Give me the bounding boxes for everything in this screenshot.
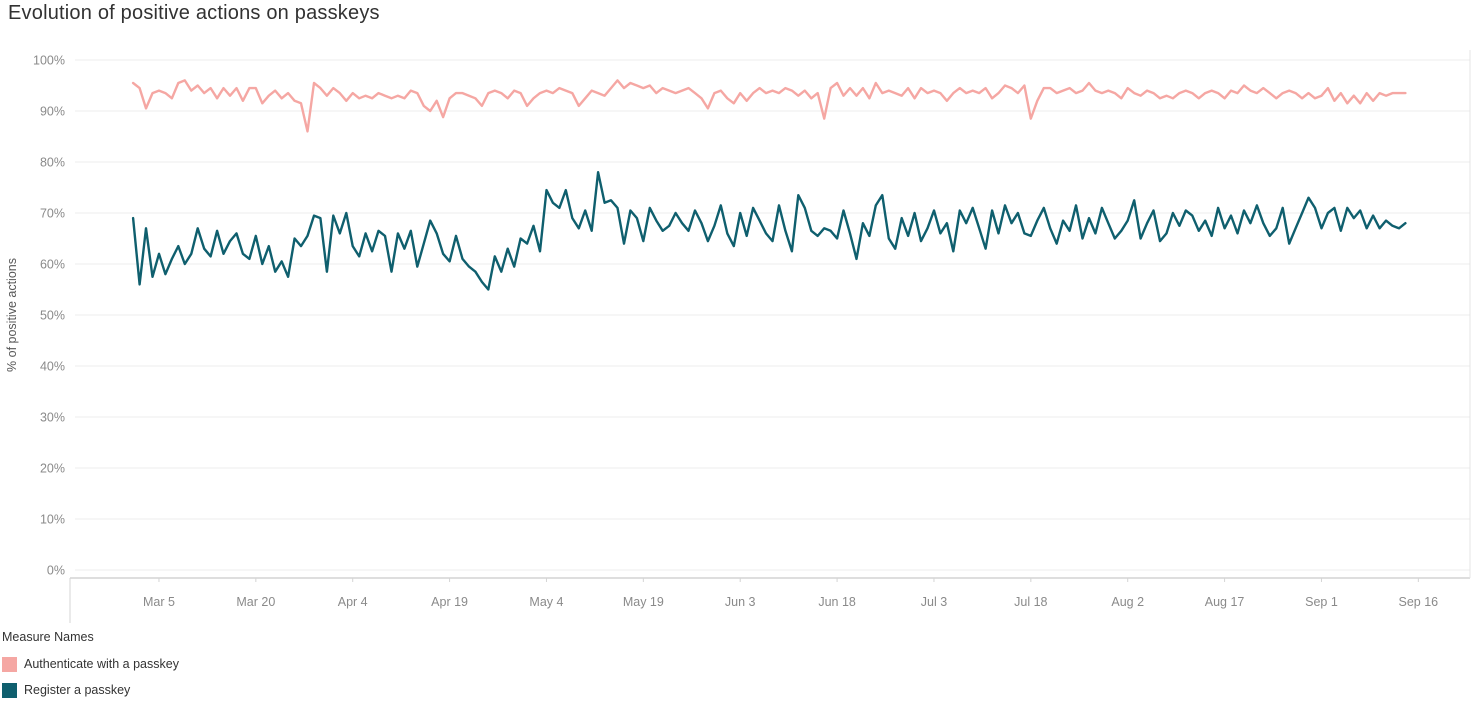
legend-swatch-authenticate[interactable] xyxy=(2,656,17,672)
y-tick-label: 0% xyxy=(47,564,65,578)
x-tick-label: Mar 20 xyxy=(236,595,275,609)
y-tick-label: 60% xyxy=(40,258,65,272)
x-tick-label: Jul 18 xyxy=(1014,595,1047,609)
y-tick-label: 10% xyxy=(40,513,65,527)
x-tick-label: Aug 17 xyxy=(1205,595,1245,609)
series-line-register-a-passkey[interactable] xyxy=(131,170,1407,291)
y-tick-label: 30% xyxy=(40,411,65,425)
x-tick-label: May 19 xyxy=(623,595,664,609)
x-tick-label: Aug 2 xyxy=(1111,595,1144,609)
y-tick-label: 50% xyxy=(40,309,65,323)
y-axis-title: % of positive actions xyxy=(5,258,19,372)
y-tick-label: 40% xyxy=(40,360,65,374)
line-chart[interactable]: 0% 10% 20% 30% 40% 50% 60% 70% 80% 90% 100% Mar 5 Ma… xyxy=(0,0,1482,628)
x-tick-label: Mar 5 xyxy=(143,595,175,609)
legend: Measure Names Authenticate with a passke… xyxy=(2,630,179,703)
legend-label: Authenticate with a passkey xyxy=(24,657,179,671)
y-tick-label: 80% xyxy=(40,156,65,170)
y-tick-label: 20% xyxy=(40,462,65,476)
series-line-authenticate-with-a-passkey[interactable] xyxy=(131,79,1407,133)
x-tick-label: Apr 4 xyxy=(338,595,368,609)
x-tick-label: May 4 xyxy=(529,595,563,609)
x-tick-label: Sep 16 xyxy=(1399,595,1439,609)
legend-label: Register a passkey xyxy=(24,683,131,697)
legend-swatch-register[interactable] xyxy=(2,682,17,698)
x-tick-label: Jun 18 xyxy=(818,595,856,609)
legend-item-authenticate[interactable]: Authenticate with a passkey xyxy=(2,651,179,677)
x-tick-label: Jul 3 xyxy=(921,595,947,609)
legend-item-register[interactable]: Register a passkey xyxy=(2,677,179,703)
page-title: Evolution of positive actions on passkey… xyxy=(8,2,380,24)
x-tick-label: Jun 3 xyxy=(725,595,756,609)
x-tick-label: Sep 1 xyxy=(1305,595,1338,609)
x-tick-label: Apr 19 xyxy=(431,595,468,609)
y-tick-label: 90% xyxy=(40,105,65,119)
legend-title: Measure Names xyxy=(2,630,94,644)
y-tick-label: 70% xyxy=(40,207,65,221)
y-tick-label: 100% xyxy=(33,54,65,68)
